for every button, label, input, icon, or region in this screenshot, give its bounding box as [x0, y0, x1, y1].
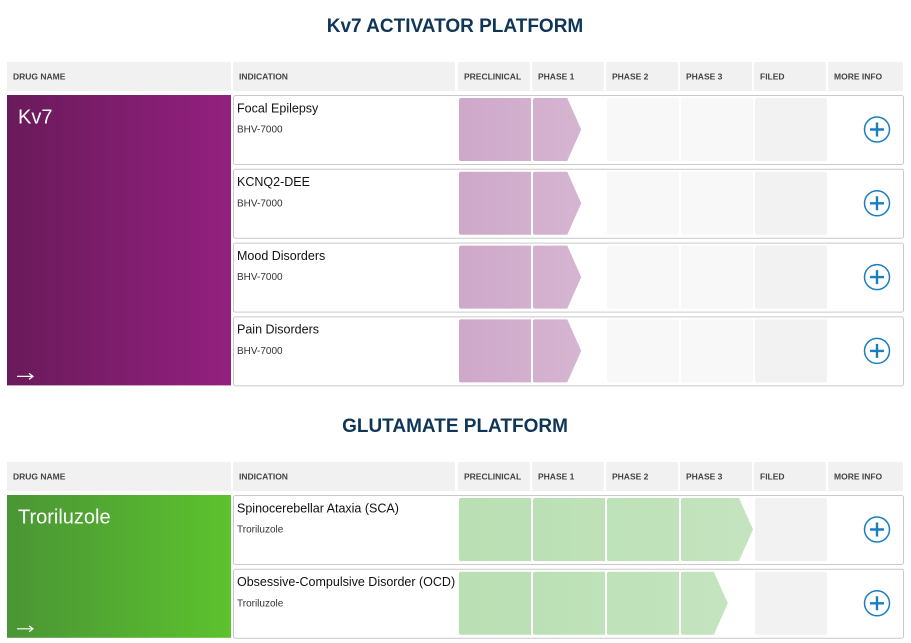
indication: Obsessive-Compulsive Disorder (OCD) [237, 575, 455, 589]
indication: Pain Disorders [237, 323, 319, 337]
header-cell [532, 62, 604, 91]
header-label: PHASE 3 [686, 471, 723, 481]
drug-name: Troriluzole [18, 506, 111, 528]
indication: KCNQ2-DEE [237, 175, 310, 189]
progress-bar [459, 98, 582, 161]
compound: Troriluzole [237, 525, 284, 536]
drug-name: Kv7 [18, 106, 52, 128]
plus-icon [870, 596, 884, 611]
empty-stage [755, 498, 827, 561]
header-label: PHASE 3 [686, 71, 723, 81]
header-cell [233, 462, 455, 491]
empty-stage [607, 98, 679, 161]
progress-bar [459, 498, 753, 561]
header-label: DRUG NAME [13, 471, 66, 481]
plus-icon [870, 343, 884, 358]
empty-stage [681, 245, 753, 309]
plus-icon [870, 270, 884, 285]
empty-stage [681, 171, 753, 235]
header-label: DRUG NAME [13, 71, 66, 81]
header-cell [680, 62, 752, 91]
empty-stage [755, 571, 827, 635]
header-label: FILED [760, 471, 785, 481]
empty-stage [681, 319, 753, 383]
indication: Spinocerebellar Ataxia (SCA) [237, 501, 399, 515]
header-label: FILED [760, 71, 785, 81]
header-label: PHASE 1 [538, 71, 575, 81]
progress-bar [459, 171, 582, 235]
drug-arrow [17, 625, 34, 633]
progress-bar [459, 571, 728, 635]
header-cell [606, 462, 678, 491]
header-cell [532, 462, 604, 491]
drug-box [7, 495, 231, 638]
header-label: PRECLINICAL [464, 471, 521, 481]
empty-stage [607, 319, 679, 383]
drug-arrow [17, 372, 34, 380]
header-label: INDICATION [239, 71, 288, 81]
empty-stage [755, 245, 827, 309]
header-label: PHASE 2 [612, 71, 649, 81]
header-cell [680, 462, 752, 491]
header-cell [828, 62, 903, 91]
header-cell [233, 62, 455, 91]
header-cell [458, 62, 530, 91]
compound: BHV-7000 [237, 125, 283, 136]
progress-bar [459, 245, 582, 309]
header-cell [7, 62, 231, 91]
header-cell [7, 462, 231, 491]
empty-stage [755, 319, 827, 383]
header-label: PRECLINICAL [464, 71, 521, 81]
header-cell [606, 62, 678, 91]
header-cell [828, 462, 903, 491]
compound: Troriluzole [237, 598, 284, 609]
header-label: PHASE 1 [538, 471, 575, 481]
progress-bar [459, 319, 582, 383]
header-label: PHASE 2 [612, 471, 649, 481]
compound: BHV-7000 [237, 346, 283, 357]
header-label: MORE INFO [834, 71, 883, 81]
plus-icon [870, 122, 884, 137]
header-label: MORE INFO [834, 471, 883, 481]
drug-box [7, 95, 231, 386]
empty-stage [607, 245, 679, 309]
section-title: GLUTAMATE PLATFORM [342, 416, 568, 437]
header-cell [458, 462, 530, 491]
empty-stage [607, 171, 679, 235]
empty-stage [755, 171, 827, 235]
plus-icon [870, 522, 884, 537]
empty-stage [681, 98, 753, 161]
empty-stage [755, 98, 827, 161]
section-title: Kv7 ACTIVATOR PLATFORM [327, 16, 584, 37]
header-cell [754, 462, 826, 491]
compound: BHV-7000 [237, 198, 283, 209]
header-label: INDICATION [239, 471, 288, 481]
indication: Focal Epilepsy [237, 101, 319, 115]
indication: Mood Disorders [237, 249, 325, 263]
header-cell [754, 62, 826, 91]
compound: BHV-7000 [237, 272, 283, 283]
plus-icon [870, 196, 884, 211]
